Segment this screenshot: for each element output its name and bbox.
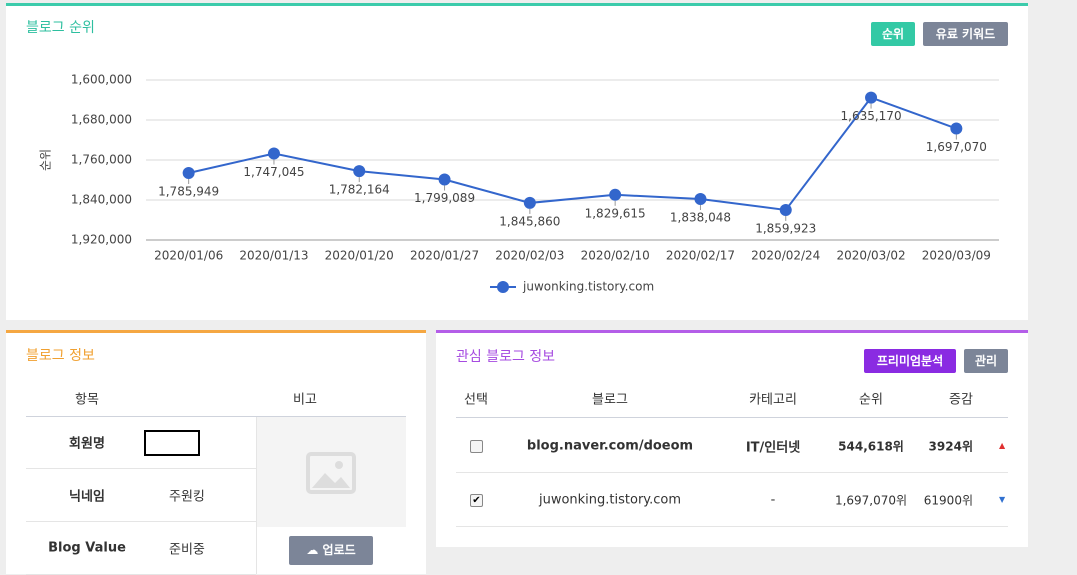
header: 순위 xyxy=(859,392,883,408)
row-label: Blog Value xyxy=(48,540,126,556)
trend: ▲ xyxy=(999,441,1006,450)
premium-button[interactable]: 프리미엄분석 xyxy=(864,349,956,373)
trend: ▼ xyxy=(999,495,1006,504)
checkbox[interactable] xyxy=(470,440,483,453)
header: 블로그 xyxy=(592,392,628,408)
x-tick-label: 2020/01/13 xyxy=(239,249,308,263)
data-point xyxy=(694,193,707,206)
data-label: 1,859,923 xyxy=(755,221,816,235)
blog: juwonking.tistory.com xyxy=(538,492,682,508)
x-tick-label: 2020/01/06 xyxy=(154,249,223,263)
data-label: 1,697,070 xyxy=(926,140,987,154)
row-label: 회원명 xyxy=(69,436,105,452)
data-point xyxy=(609,188,622,201)
header: 항목 xyxy=(75,392,99,408)
data-point xyxy=(267,147,280,160)
data-point xyxy=(865,91,878,104)
x-tick-label: 2020/01/27 xyxy=(410,249,479,263)
header: 선택 xyxy=(464,392,488,408)
data-point xyxy=(523,196,536,209)
rank: 544,618위 xyxy=(838,439,904,454)
data-point xyxy=(950,122,963,135)
legend-label: juwonking.tistory.com xyxy=(522,280,654,294)
image-placeholder xyxy=(257,417,406,527)
x-tick-label: 2020/03/09 xyxy=(922,249,991,263)
x-tick-label: 2020/03/02 xyxy=(836,249,905,263)
row-label: 닉네임 xyxy=(69,489,105,505)
data-label: 1,845,860 xyxy=(499,214,560,228)
x-tick-label: 2020/02/03 xyxy=(495,249,564,263)
panel-title: 블로그 정보 xyxy=(26,348,95,364)
data-label: 1,747,045 xyxy=(243,165,304,179)
data-label: 1,838,048 xyxy=(670,211,731,225)
row-line xyxy=(456,526,1008,527)
y-tick-label: 1,920,000 xyxy=(71,233,132,247)
y-axis-label: 순위 xyxy=(39,149,53,171)
y-tick-label: 1,680,000 xyxy=(71,113,132,127)
header: 증감 xyxy=(949,392,973,408)
data-label: 1,782,164 xyxy=(329,183,390,197)
chart: 1,600,000 1,680,000 1,760,000 1,840,000 1,92… xyxy=(39,73,999,294)
x-tick-label: 2020/02/24 xyxy=(751,249,820,263)
change: 3924위 xyxy=(928,439,973,454)
data-point xyxy=(182,166,195,179)
x-tick-label: 2020/01/20 xyxy=(325,249,394,263)
header-line xyxy=(26,416,406,417)
data-point xyxy=(779,203,792,216)
x-tick-label: 2020/02/10 xyxy=(581,249,650,263)
y-tick-label: 1,840,000 xyxy=(71,193,132,207)
rank-panel xyxy=(6,3,1028,320)
divider xyxy=(256,417,257,574)
rank-button[interactable]: 순위 xyxy=(871,22,915,46)
data-label: 1,785,949 xyxy=(158,184,219,198)
upload-button[interactable]: ☁ 업로드 xyxy=(289,536,373,565)
panel-title: 관심 블로그 정보 xyxy=(456,349,556,365)
category: - xyxy=(770,492,776,508)
change: 61900위 xyxy=(923,493,973,508)
category: IT/인터넷 xyxy=(745,440,801,456)
redacted xyxy=(144,430,200,456)
checkbox[interactable]: ✔ xyxy=(470,494,483,507)
image-icon xyxy=(306,452,356,494)
rank: 1,697,070위 xyxy=(834,493,908,508)
data-label: 1,635,170 xyxy=(841,109,902,123)
data-label: 1,829,615 xyxy=(585,206,646,220)
x-tick-label: 2020/02/17 xyxy=(666,249,735,263)
keyword-button[interactable]: 유료 키워드 xyxy=(923,22,1008,46)
header-line xyxy=(456,417,1008,418)
data-point xyxy=(353,165,366,178)
row-line xyxy=(456,472,1008,473)
manage-button[interactable]: 관리 xyxy=(964,349,1008,373)
blog: blog.naver.com/doeom xyxy=(526,438,694,454)
legend-marker xyxy=(497,281,509,293)
data-point xyxy=(438,173,451,186)
row-value: 주원킹 xyxy=(169,489,205,505)
y-tick-label: 1,600,000 xyxy=(71,73,132,87)
panel-title: 블로그 순위 xyxy=(26,20,95,36)
row-value: 준비중 xyxy=(169,542,205,558)
y-tick-label: 1,760,000 xyxy=(71,153,132,167)
header: 카테고리 xyxy=(749,392,797,408)
row-line xyxy=(26,521,256,522)
row-line xyxy=(26,468,256,469)
upload-label: 업로드 xyxy=(322,543,356,557)
data-label: 1,799,089 xyxy=(414,191,475,205)
header: 비고 xyxy=(293,392,317,408)
series-line xyxy=(188,96,957,212)
